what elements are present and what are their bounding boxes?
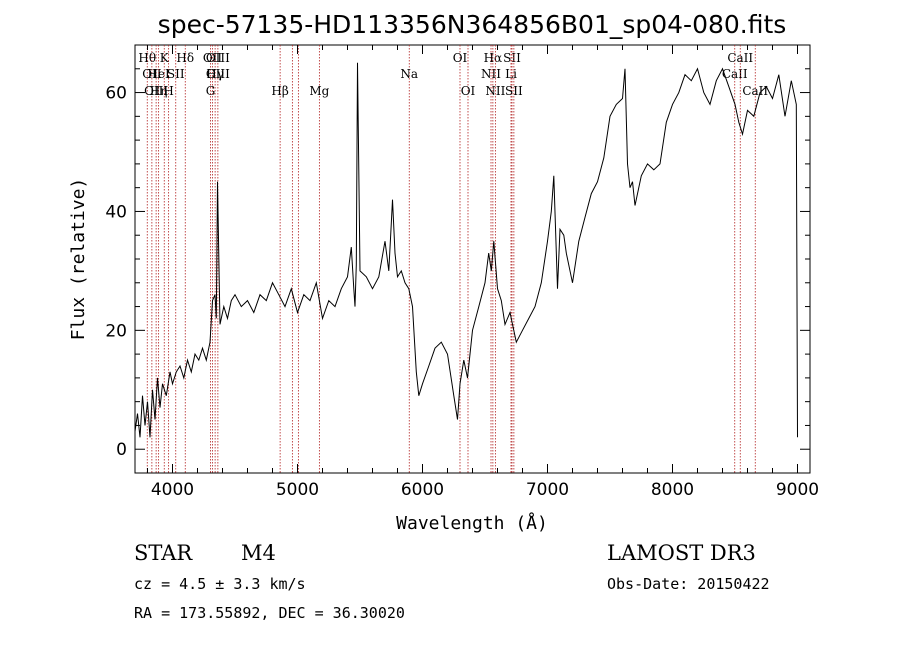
line-label: Hβ: [271, 84, 288, 98]
line-label: OI: [453, 51, 468, 65]
axis-ticks: 4000 5000 6000 7000 8000 9000 0 20 40 60: [105, 45, 819, 500]
line-label: OIII: [206, 67, 230, 81]
object-subclass: M4: [241, 541, 276, 565]
line-label: Hθ: [138, 51, 156, 65]
y-tick-label: 0: [116, 440, 127, 460]
chart-title: spec-57135-HD113356N364856B01_sp04-080.f…: [158, 10, 787, 39]
y-tick-label: 40: [105, 202, 127, 222]
y-tick-label: 20: [105, 321, 127, 341]
x-tick-label: 6000: [401, 480, 444, 500]
line-label: G: [206, 84, 216, 98]
object-class: STAR: [134, 541, 193, 565]
line-label: SII: [503, 51, 521, 65]
line-label: OI: [461, 84, 476, 98]
line-label: Hα: [484, 51, 503, 65]
line-label: NII: [481, 67, 501, 81]
line-label: Hδ: [176, 51, 194, 65]
line-label: Na: [400, 67, 418, 81]
y-tick-label: 60: [105, 84, 127, 104]
x-axis-label: Wavelength (Å): [396, 512, 548, 534]
line-label: Mg: [309, 84, 329, 98]
x-tick-label: 8000: [651, 480, 694, 500]
x-tick-label: 7000: [526, 480, 569, 500]
x-tick-label: 5000: [276, 480, 319, 500]
line-label: CaII: [722, 67, 748, 81]
x-tick-label: 4000: [151, 480, 194, 500]
line-label: NII: [485, 84, 505, 98]
y-axis-label: Flux (relative): [68, 178, 89, 341]
line-label: Hγ: [206, 67, 224, 81]
line-label: K: [160, 51, 170, 65]
plot-frame: [134, 44, 811, 474]
spectrum-line: [134, 62, 798, 438]
line-label: H: [163, 84, 173, 98]
x-tick-label: 9000: [776, 480, 819, 500]
survey-name: LAMOST DR3: [607, 541, 756, 565]
line-label: SII: [167, 67, 185, 81]
line-label: OIII: [144, 84, 168, 98]
line-label: OII: [142, 67, 162, 81]
line-label: Li: [505, 67, 517, 81]
line-label: OIII: [206, 51, 230, 65]
line-label: CaII: [727, 51, 753, 65]
ra-dec: RA = 173.55892, DEC = 36.30020: [134, 604, 405, 622]
line-label: Hη: [150, 84, 168, 98]
obs-date: Obs-Date: 20150422: [607, 575, 770, 593]
redshift-cz: cz = 4.5 ± 3.3 km/s: [134, 575, 306, 593]
line-label: SII: [505, 84, 523, 98]
line-label: CaII: [742, 84, 768, 98]
